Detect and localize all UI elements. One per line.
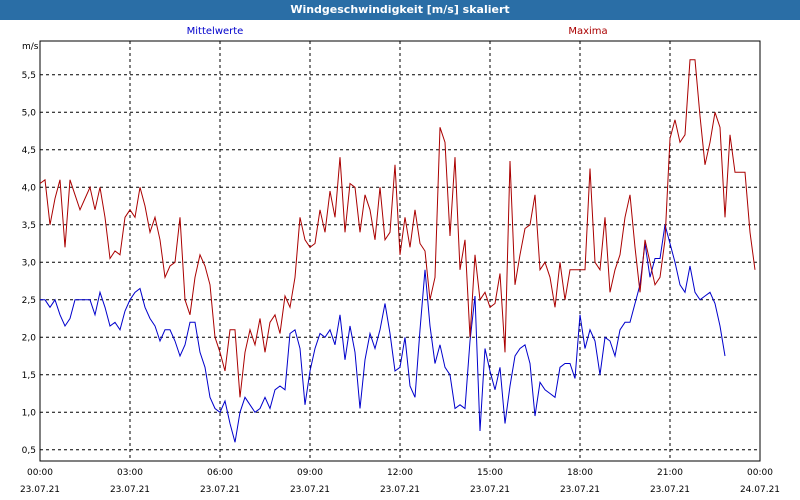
series-lines xyxy=(39,59,756,443)
x-tick-time: 15:00 xyxy=(477,468,503,478)
x-tick-date: 23.07.21 xyxy=(380,485,420,495)
x-tick-time: 21:00 xyxy=(657,468,683,478)
plot-frame xyxy=(39,40,761,462)
x-tick-date: 23.07.21 xyxy=(20,485,60,495)
y-tick-label: 4,0 xyxy=(22,183,37,193)
x-tick-time: 03:00 xyxy=(117,468,143,478)
y-tick-label: 1,0 xyxy=(22,408,37,418)
y-tick-label: 3,5 xyxy=(22,221,36,231)
x-tick-date: 24.07.21 xyxy=(740,485,780,495)
series-maxima xyxy=(39,59,756,398)
x-tick-date: 23.07.21 xyxy=(290,485,330,495)
x-tick-date: 23.07.21 xyxy=(200,485,240,495)
y-tick-label: 3,0 xyxy=(22,258,37,268)
y-tick-label: 5,5 xyxy=(22,71,36,81)
x-tick-date: 23.07.21 xyxy=(110,485,150,495)
tick-labels: 0,5 1,0 1,5 2,0 2,5 3,0 3,5 4,0 4,5 5,0 5,5 00:00 23… xyxy=(20,26,780,495)
y-tick-label: 0,5 xyxy=(22,446,36,456)
x-tick-time: 06:00 xyxy=(207,468,233,478)
y-axis-label: m/s xyxy=(22,42,39,52)
x-tick-date: 23.07.21 xyxy=(560,485,600,495)
x-tick-date: 23.07.21 xyxy=(470,485,510,495)
legend-mittelwerte: Mittelwerte xyxy=(187,26,244,37)
y-tick-label: 1,5 xyxy=(22,371,36,381)
x-tick-time: 00:00 xyxy=(747,468,773,478)
y-tick-label: 4,5 xyxy=(22,146,36,156)
grid-lines xyxy=(40,41,760,461)
y-tick-label: 2,5 xyxy=(22,296,36,306)
x-tick-time: 12:00 xyxy=(387,468,413,478)
axes xyxy=(39,40,761,462)
y-tick-label: 5,0 xyxy=(22,108,37,118)
series-mittelwerte xyxy=(40,224,726,443)
x-tick-time: 09:00 xyxy=(297,468,323,478)
x-tick-date: 23.07.21 xyxy=(650,485,690,495)
x-tick-time: 18:00 xyxy=(567,468,593,478)
legend-maxima: Maxima xyxy=(568,26,607,37)
chart-title: Windgeschwindigkeit [m/s] skaliert xyxy=(0,0,800,20)
y-tick-label: 2,0 xyxy=(22,333,37,343)
x-tick-time: 00:00 xyxy=(27,468,53,478)
